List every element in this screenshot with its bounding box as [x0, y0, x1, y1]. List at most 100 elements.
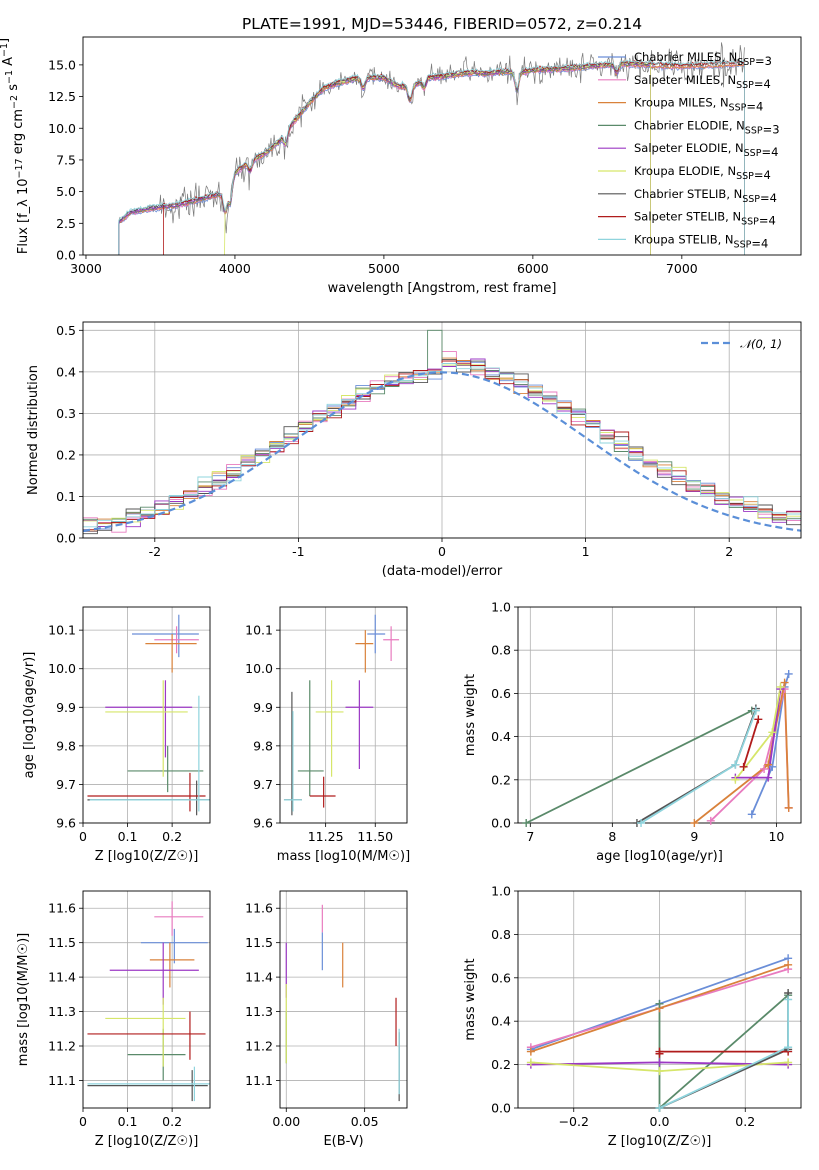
axes-frame — [279, 890, 408, 1109]
x-tick-label: 4000 — [219, 261, 251, 276]
mass-weight-marker — [655, 1104, 664, 1112]
y-tick-label: 12.5 — [48, 89, 76, 104]
mass-weight-marker — [760, 765, 769, 773]
legend-label: Chabrier MILES, NSSP=3 — [634, 50, 772, 68]
x-axis-label: Z [log10(Z/Z☉)] — [95, 849, 199, 864]
y-tick-label: 11.4 — [48, 970, 76, 985]
model-spectrum-line — [224, 60, 651, 255]
axes-frame — [82, 321, 802, 539]
y-tick-label: 0.0 — [56, 531, 76, 546]
mass-weight-marker — [739, 762, 748, 771]
y-tick-label: 10.0 — [48, 661, 76, 676]
plot-area — [280, 607, 407, 823]
mass-weight-marker — [768, 728, 777, 737]
y-tick-label: 9.6 — [56, 816, 76, 831]
mass-weight-line — [636, 708, 757, 823]
axes-frame — [279, 606, 408, 824]
mass-weight-marker — [655, 1067, 664, 1076]
y-tick-label: 11.4 — [245, 970, 273, 985]
y-tick-label: 0.0 — [56, 248, 76, 263]
mass-weight-marker — [784, 803, 793, 812]
y-tick-label: 0.3 — [56, 406, 76, 421]
mass-weight-marker — [731, 760, 740, 769]
axes-frame — [82, 606, 211, 824]
y-tick-label: 11.5 — [48, 935, 76, 950]
legend-label: Salpeter ELODIE, NSSP=4 — [634, 141, 778, 159]
panel-mass_weight_vs_age: 7 8 9 10 0.0 0.2 0.4 0.6 0.8 1.0 age [log10(age/yr… — [463, 600, 802, 864]
y-tick-label: 10.0 — [48, 121, 76, 136]
y-tick-label: 0.4 — [56, 364, 76, 379]
x-axis-label: Z [log10(Z/Z☉)] — [608, 1134, 712, 1149]
y-tick-label: 9.8 — [56, 738, 76, 753]
y-tick-label: 0.6 — [491, 686, 511, 701]
y-tick-label: 11.2 — [245, 1039, 273, 1054]
y-tick-label: 15.0 — [48, 57, 76, 72]
y-tick-label: 11.3 — [48, 1004, 76, 1019]
mass-weight-marker — [764, 773, 773, 782]
y-tick-label: 9.7 — [56, 777, 76, 792]
x-tick-label: 10 — [768, 829, 784, 844]
x-axis-label: age [log10(age/yr)] — [596, 849, 723, 864]
x-axis-label: (data-model)/error — [382, 564, 503, 579]
y-axis-label: mass weight — [463, 674, 478, 756]
y-axis-label: Flux [f_λ 10−17 erg cm−2 s−1 A−1] — [0, 38, 31, 254]
y-tick-label: 7.5 — [56, 152, 76, 167]
panel-residuals: -2 -1 0 1 2 0.0 0.1 0.2 0.3 0.4 0.5 (data-model)/er… — [26, 321, 802, 579]
mass-weight-marker — [706, 816, 715, 825]
y-tick-label: 0.4 — [491, 729, 511, 744]
y-tick-label: 0.2 — [491, 772, 511, 787]
x-tick-label: 1 — [582, 544, 590, 559]
y-tick-label: 10.1 — [245, 623, 273, 638]
y-tick-label: 9.7 — [253, 777, 273, 792]
axes-frame — [82, 890, 211, 1109]
mass-weight-line — [750, 673, 790, 815]
y-tick-label: 11.6 — [245, 901, 273, 916]
figure-title: PLATE=1991, MJD=53446, FIBERID=0572, z=0… — [242, 15, 642, 33]
residual-histogram — [83, 363, 801, 528]
mass-weight-marker — [784, 960, 793, 969]
x-tick-label: −0.2 — [559, 1114, 589, 1129]
mass-weight-marker — [731, 775, 740, 784]
x-tick-label: -1 — [292, 544, 304, 559]
model-spectrum-line — [162, 60, 745, 255]
mass-weight-marker — [754, 715, 763, 724]
x-tick-label: 9 — [690, 829, 698, 844]
plot-area — [518, 891, 801, 1108]
mass-weight-marker — [655, 1058, 664, 1067]
mass-weight-marker — [526, 1047, 535, 1056]
y-tick-label: 0.2 — [491, 1057, 511, 1072]
plot-area — [83, 891, 210, 1108]
mass-weight-marker — [780, 678, 789, 687]
y-tick-label: 0.0 — [491, 1101, 511, 1116]
panel-spectrum: 3000 4000 5000 6000 7000 0.0 2.5 5.0 7.5 10.0 12.5… — [0, 36, 802, 296]
y-tick-label: 2.5 — [56, 216, 76, 231]
y-tick-label: 0.1 — [56, 489, 76, 504]
y-axis-label: mass [log10(M/M☉)] — [16, 933, 31, 1066]
x-tick-label: 0.1 — [118, 1114, 138, 1129]
normal-curve — [83, 371, 801, 532]
y-tick-label: 9.8 — [253, 738, 273, 753]
x-tick-label: 0.00 — [272, 1114, 300, 1129]
y-tick-label: 5.0 — [56, 184, 76, 199]
data-spectrum-line — [118, 42, 745, 234]
model-spectrum-line — [118, 59, 745, 255]
axes-frame — [82, 36, 802, 256]
x-tick-label: 0.2 — [162, 1114, 182, 1129]
y-tick-label: 0.5 — [56, 323, 76, 338]
x-axis-label: Z [log10(Z/Z☉)] — [95, 1134, 199, 1149]
mass-weight-marker — [655, 1047, 664, 1056]
y-tick-label: 9.9 — [253, 700, 273, 715]
y-tick-label: 0.8 — [491, 643, 511, 658]
x-tick-label: 8 — [608, 829, 616, 844]
legend-label: Chabrier ELODIE, NSSP=3 — [634, 118, 780, 136]
mass-weight-marker — [784, 995, 793, 1004]
panel-mass_vs_ebv: 0.00 0.05 11.1 11.2 11.3 11.4 11.5 11.6 E(B-V) — [245, 890, 408, 1149]
x-tick-label: 0.2 — [735, 1114, 755, 1129]
mass-weight-marker — [747, 810, 756, 819]
x-tick-label: -2 — [149, 544, 161, 559]
x-tick-label: 5000 — [368, 261, 400, 276]
plot-area — [280, 891, 407, 1108]
mass-weight-marker — [655, 999, 664, 1008]
plot-area — [518, 607, 801, 823]
x-tick-label: 3000 — [70, 261, 102, 276]
